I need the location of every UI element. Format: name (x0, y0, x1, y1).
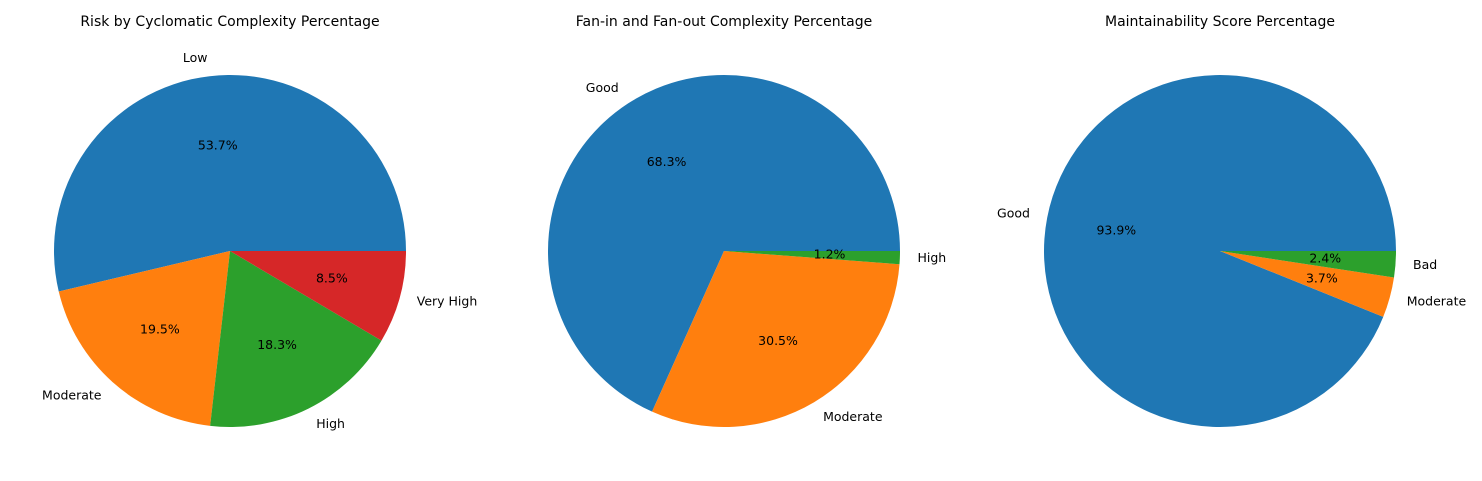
pie-chart-2: Fan-in and Fan-out Complexity Percentage… (548, 14, 946, 428)
slice-label-low: Low (183, 50, 208, 65)
pie-slice-high (210, 251, 382, 427)
slice-value-label-good: 68.3% (647, 154, 687, 169)
slice-value-label-high: 18.3% (257, 337, 297, 352)
slice-label-very-high: Very High (417, 294, 478, 309)
slice-label-high: High (316, 416, 345, 431)
slice-value-label-moderate: 3.7% (1306, 270, 1338, 285)
slice-label-moderate: Moderate (823, 409, 883, 424)
slice-label-moderate: Moderate (1407, 294, 1467, 309)
slice-value-label-bad: 2.4% (1309, 250, 1341, 265)
pie-slice-moderate (58, 251, 230, 426)
slice-label-good: Good (997, 206, 1030, 221)
slice-label-high: High (917, 250, 946, 265)
pie-slice-high (724, 251, 900, 265)
slice-label-bad: Bad (1413, 257, 1437, 272)
chart-title: Fan-in and Fan-out Complexity Percentage (576, 14, 872, 30)
slice-label-good: Good (586, 80, 619, 95)
slice-value-label-high: 1.2% (814, 246, 846, 261)
pie-slice-good (548, 75, 900, 412)
pie-slice-bad (1220, 251, 1396, 278)
pie-slice-good (1044, 74, 1396, 427)
slice-value-label-good: 93.9% (1096, 222, 1136, 237)
chart-title: Risk by Cyclomatic Complexity Percentage (80, 14, 379, 30)
slice-label-moderate: Moderate (42, 387, 102, 402)
slice-value-label-moderate: 30.5% (758, 333, 798, 348)
pie-chart-1: Risk by Cyclomatic Complexity Percentage… (42, 14, 477, 431)
chart-title: Maintainability Score Percentage (1105, 14, 1335, 30)
slice-value-label-very-high: 8.5% (316, 270, 348, 285)
pie-slice-very-high (230, 251, 406, 341)
slice-value-label-moderate: 19.5% (140, 321, 180, 336)
pie-slice-moderate (652, 251, 900, 428)
pie-slice-low (54, 75, 406, 292)
pie-chart-3: Maintainability Score Percentage Good 93.9… (997, 14, 1466, 427)
pie-slice-moderate (1220, 251, 1395, 317)
slice-value-label-low: 53.7% (198, 138, 238, 153)
